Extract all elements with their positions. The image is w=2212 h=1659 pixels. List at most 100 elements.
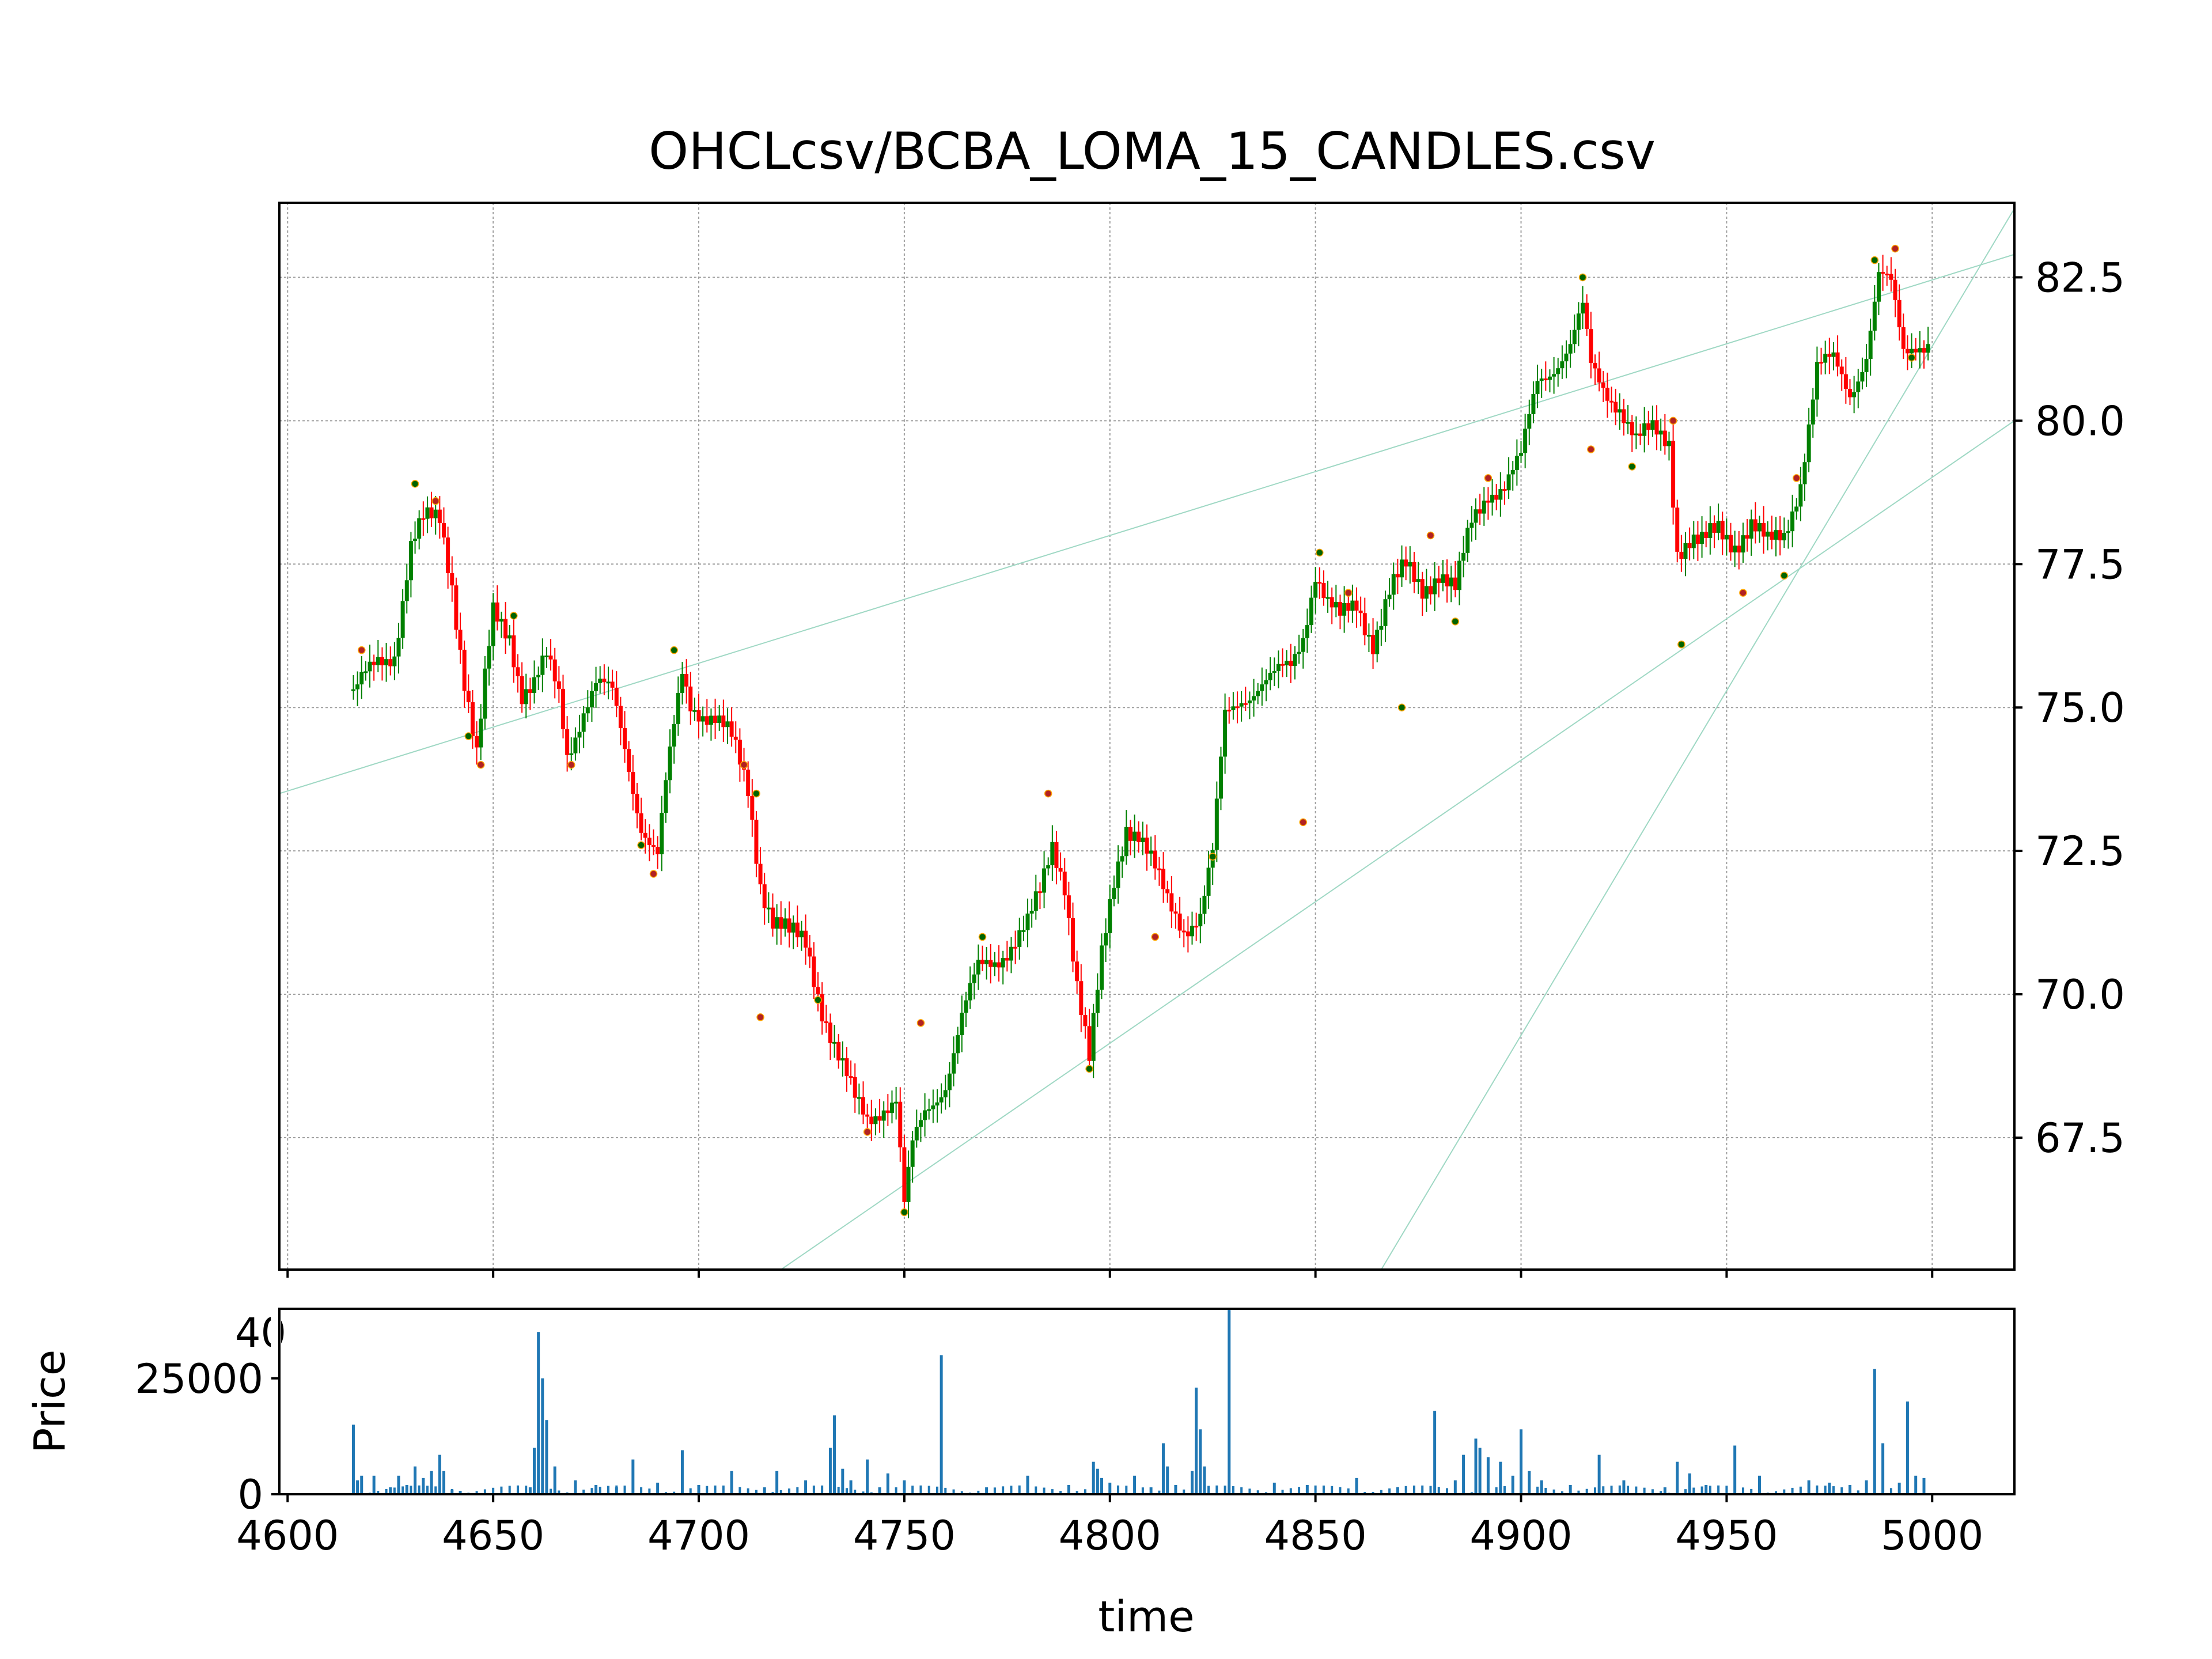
- volume-bar-small: [1750, 1488, 1753, 1494]
- volume-bar-small: [1577, 1490, 1580, 1494]
- candle-body: [359, 672, 364, 685]
- candle-body: [503, 619, 508, 639]
- candle-body: [1885, 274, 1889, 276]
- candle-body: [828, 1022, 832, 1043]
- candle-body: [606, 681, 611, 684]
- volume-bar: [1540, 1480, 1543, 1494]
- candle-body: [1881, 272, 1885, 274]
- candle-body: [1350, 600, 1355, 611]
- volume-bar-small: [1027, 1486, 1029, 1494]
- pivot-marker: [411, 480, 419, 488]
- candle-body: [1810, 399, 1815, 425]
- candle-body: [676, 692, 680, 724]
- candle-body: [836, 1041, 841, 1060]
- volume-bar-small: [1791, 1487, 1794, 1494]
- candle-body: [713, 715, 718, 724]
- candle-body: [725, 721, 730, 728]
- candle-body: [1145, 838, 1149, 854]
- candle-body: [1366, 635, 1371, 637]
- pivot-marker: [740, 761, 748, 769]
- volume-bar-small: [541, 1487, 544, 1494]
- volume-bar: [631, 1459, 635, 1494]
- x-tick-label: 5000: [1881, 1512, 1983, 1559]
- pivot-marker: [900, 1208, 908, 1217]
- candle-body: [413, 539, 418, 541]
- candle-body: [1757, 522, 1762, 532]
- candle-body: [1449, 577, 1453, 586]
- candle-body: [512, 635, 516, 668]
- volume-bar-small: [1676, 1491, 1679, 1494]
- candle-body: [1560, 361, 1565, 369]
- candle-body: [1543, 378, 1548, 381]
- candle-body: [1260, 684, 1264, 691]
- volume-bar-small: [1775, 1491, 1778, 1494]
- candle-body: [454, 585, 459, 630]
- candle-body: [964, 1000, 968, 1013]
- volume-bar-small: [1816, 1485, 1819, 1494]
- candle-body: [450, 573, 454, 586]
- candle-body: [372, 661, 376, 665]
- volume-bar-small: [1396, 1487, 1399, 1494]
- candle-body: [1658, 430, 1663, 435]
- volume-bar: [763, 1487, 766, 1494]
- volume-bar: [1100, 1478, 1103, 1494]
- candle-body: [1593, 363, 1597, 369]
- candle-body: [894, 1101, 899, 1104]
- candle-body: [1564, 353, 1569, 362]
- candle-body: [947, 1073, 952, 1090]
- pivot-marker: [637, 841, 645, 849]
- pivot-marker: [464, 732, 473, 740]
- volume-bar-small: [1898, 1487, 1901, 1494]
- candle-body: [589, 691, 594, 707]
- candle-body: [700, 716, 705, 722]
- price-x-ticks: [286, 1270, 1934, 1278]
- volume-bar-small: [1840, 1487, 1843, 1494]
- volume-panel: 40 4600 4650 4700 4750 4800 4850 4900 4950 5000 …: [25, 1300, 2016, 1642]
- candle-body: [1729, 535, 1733, 552]
- candle-body: [1239, 703, 1244, 707]
- candle-body: [1083, 1014, 1088, 1027]
- candle-body: [1766, 531, 1770, 537]
- candle-body: [1613, 402, 1618, 413]
- volume-bar-small: [1585, 1488, 1588, 1494]
- pivot-marker: [1085, 1065, 1093, 1073]
- candle-body: [733, 736, 738, 740]
- candle-body: [1733, 546, 1737, 552]
- pivot-marker: [1677, 640, 1685, 649]
- volume-bar-small: [402, 1486, 404, 1494]
- candle-body: [1285, 661, 1289, 665]
- candle-body: [1293, 654, 1297, 666]
- candle-body: [1535, 381, 1540, 394]
- pivot-marker: [1426, 531, 1435, 540]
- candle-body: [750, 796, 755, 820]
- candle-body: [499, 619, 503, 622]
- trendline: [1380, 208, 2015, 1270]
- candle-body: [943, 1090, 948, 1098]
- trendline: [781, 420, 2015, 1270]
- candle-body: [1042, 868, 1047, 893]
- volume-bar-small: [1322, 1485, 1325, 1494]
- volume-bar-small: [1906, 1486, 1909, 1494]
- volume-bar: [1520, 1429, 1523, 1494]
- volume-bar-small: [977, 1490, 980, 1494]
- candle-body: [1424, 586, 1429, 599]
- volume-bar-small: [903, 1486, 906, 1494]
- volume-bar: [1705, 1484, 1708, 1494]
- volume-y-ticks: 0 25000: [135, 1355, 279, 1518]
- volume-bar-small: [1536, 1486, 1539, 1494]
- candle-body: [1128, 827, 1132, 841]
- candle-body: [1075, 961, 1080, 982]
- candle-body: [1281, 664, 1285, 666]
- candle-body: [1605, 388, 1609, 401]
- volume-bar-small: [1372, 1491, 1374, 1494]
- volume-bar-small: [1388, 1488, 1391, 1494]
- candle-body: [1638, 433, 1642, 436]
- candle-body: [1720, 521, 1725, 540]
- candle-body: [1798, 484, 1803, 507]
- volume-bar: [1663, 1487, 1666, 1494]
- candle-body: [770, 907, 775, 929]
- volume-bar-small: [1421, 1485, 1424, 1494]
- volume-bar-small: [1700, 1486, 1703, 1494]
- pivot-marker: [510, 612, 518, 620]
- candle-body: [548, 656, 553, 660]
